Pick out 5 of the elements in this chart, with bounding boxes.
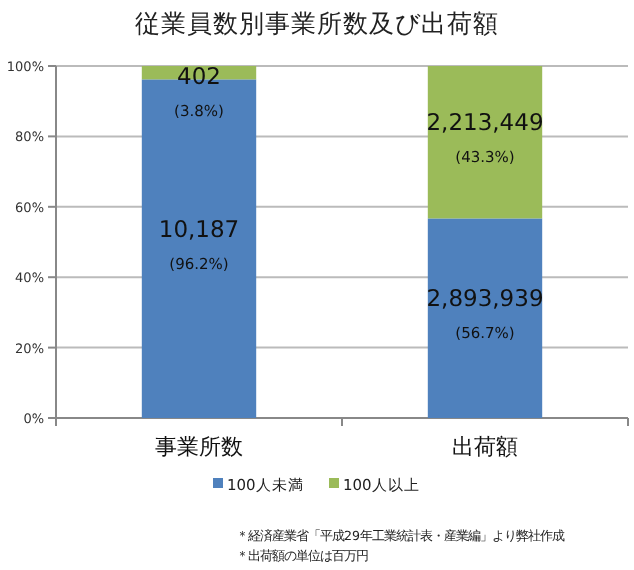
bar — [427, 218, 543, 418]
x-tick-label: 事業所数 — [155, 434, 243, 460]
chart-title: 従業員数別事業所数及び出荷額 — [135, 8, 499, 38]
x-tick-label: 出荷額 — [452, 434, 518, 460]
bar — [427, 66, 543, 219]
